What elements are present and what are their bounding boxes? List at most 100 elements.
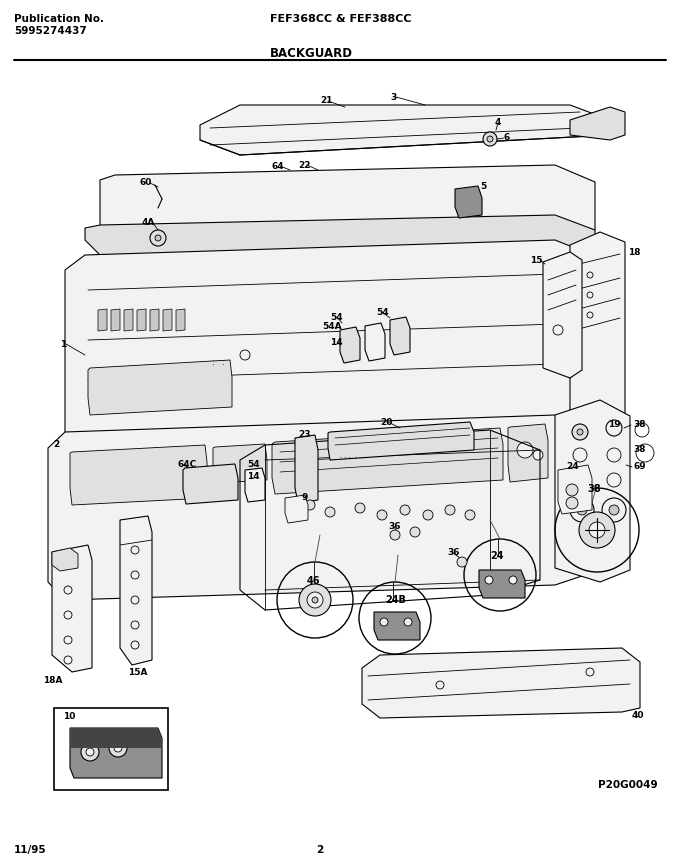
Polygon shape	[285, 495, 308, 523]
Text: 15A: 15A	[128, 668, 148, 677]
Circle shape	[566, 484, 578, 496]
Polygon shape	[52, 545, 92, 672]
Polygon shape	[455, 186, 482, 218]
Circle shape	[517, 442, 533, 458]
Circle shape	[577, 429, 583, 435]
Polygon shape	[137, 309, 146, 331]
Circle shape	[465, 510, 475, 520]
Circle shape	[81, 743, 99, 761]
Circle shape	[305, 500, 315, 510]
Polygon shape	[374, 612, 420, 640]
Circle shape	[114, 744, 122, 752]
Text: 18A: 18A	[43, 676, 63, 685]
Text: 60: 60	[140, 178, 152, 187]
Text: 38: 38	[587, 484, 600, 494]
Text: 4A: 4A	[142, 218, 155, 227]
Text: 19: 19	[608, 420, 621, 429]
Text: 20: 20	[380, 418, 392, 427]
Circle shape	[312, 597, 318, 603]
Polygon shape	[245, 468, 265, 502]
Polygon shape	[200, 105, 610, 155]
Polygon shape	[48, 415, 600, 600]
Text: 5995274437: 5995274437	[14, 26, 87, 36]
Polygon shape	[362, 648, 640, 718]
Circle shape	[150, 230, 166, 246]
Circle shape	[572, 424, 588, 440]
Circle shape	[445, 505, 455, 515]
Text: 10: 10	[63, 712, 75, 721]
Text: 54A: 54A	[322, 322, 341, 331]
Text: 38: 38	[633, 420, 645, 429]
Text: - - -  - - -: - - - - - -	[340, 455, 366, 460]
Circle shape	[390, 530, 400, 540]
Text: Publication No.: Publication No.	[14, 14, 104, 24]
Text: 5: 5	[480, 182, 486, 191]
Circle shape	[307, 592, 323, 608]
Text: 24B: 24B	[385, 595, 406, 605]
Text: FEF368CC & FEF388CC: FEF368CC & FEF388CC	[270, 14, 411, 24]
Polygon shape	[163, 309, 172, 331]
Text: 23: 23	[298, 430, 311, 439]
Text: BACKGUARD: BACKGUARD	[270, 47, 353, 60]
Circle shape	[377, 510, 387, 520]
Text: 54: 54	[330, 313, 343, 322]
Polygon shape	[65, 240, 600, 450]
Text: :: :	[212, 358, 215, 367]
Polygon shape	[120, 516, 152, 665]
Text: 36: 36	[388, 522, 401, 531]
Polygon shape	[183, 464, 238, 504]
Text: 40: 40	[632, 711, 645, 720]
Circle shape	[404, 618, 412, 626]
Circle shape	[606, 420, 622, 436]
Text: 69: 69	[633, 462, 645, 471]
Text: P20G0049: P20G0049	[598, 780, 658, 790]
Polygon shape	[570, 232, 625, 500]
Text: 54: 54	[247, 460, 260, 469]
Circle shape	[487, 136, 493, 142]
Polygon shape	[570, 107, 625, 140]
Circle shape	[325, 507, 335, 517]
Text: 14: 14	[330, 338, 343, 347]
Circle shape	[570, 498, 594, 522]
Polygon shape	[365, 323, 385, 361]
Text: 3: 3	[390, 93, 396, 102]
Polygon shape	[176, 309, 185, 331]
Text: 1: 1	[60, 340, 66, 349]
Polygon shape	[272, 428, 503, 494]
Text: 15: 15	[530, 256, 543, 265]
Text: 11/95: 11/95	[14, 845, 47, 855]
Text: :: :	[222, 358, 225, 367]
Circle shape	[566, 497, 578, 509]
Text: 24: 24	[490, 551, 503, 561]
Polygon shape	[85, 215, 595, 255]
Polygon shape	[508, 424, 548, 482]
Circle shape	[533, 450, 543, 460]
Polygon shape	[124, 309, 133, 331]
Circle shape	[355, 503, 365, 513]
Circle shape	[509, 576, 517, 584]
Text: 2: 2	[53, 440, 59, 449]
Circle shape	[155, 235, 161, 241]
Circle shape	[579, 512, 615, 548]
Circle shape	[109, 739, 127, 757]
Text: 38: 38	[633, 445, 645, 454]
Polygon shape	[111, 309, 120, 331]
Text: 4: 4	[495, 118, 501, 127]
Text: 22: 22	[298, 161, 311, 170]
Polygon shape	[390, 317, 410, 355]
Polygon shape	[98, 309, 107, 331]
Circle shape	[609, 505, 619, 515]
Text: 64C: 64C	[178, 460, 197, 469]
Polygon shape	[340, 327, 360, 363]
Polygon shape	[70, 445, 207, 505]
Polygon shape	[100, 165, 595, 240]
Text: 46: 46	[307, 576, 320, 586]
Polygon shape	[555, 400, 630, 582]
Text: 6: 6	[503, 133, 509, 142]
Text: 21: 21	[320, 96, 333, 105]
Circle shape	[410, 527, 420, 537]
Polygon shape	[543, 252, 582, 378]
Circle shape	[485, 576, 493, 584]
Text: 9: 9	[302, 493, 308, 502]
Circle shape	[423, 510, 433, 520]
